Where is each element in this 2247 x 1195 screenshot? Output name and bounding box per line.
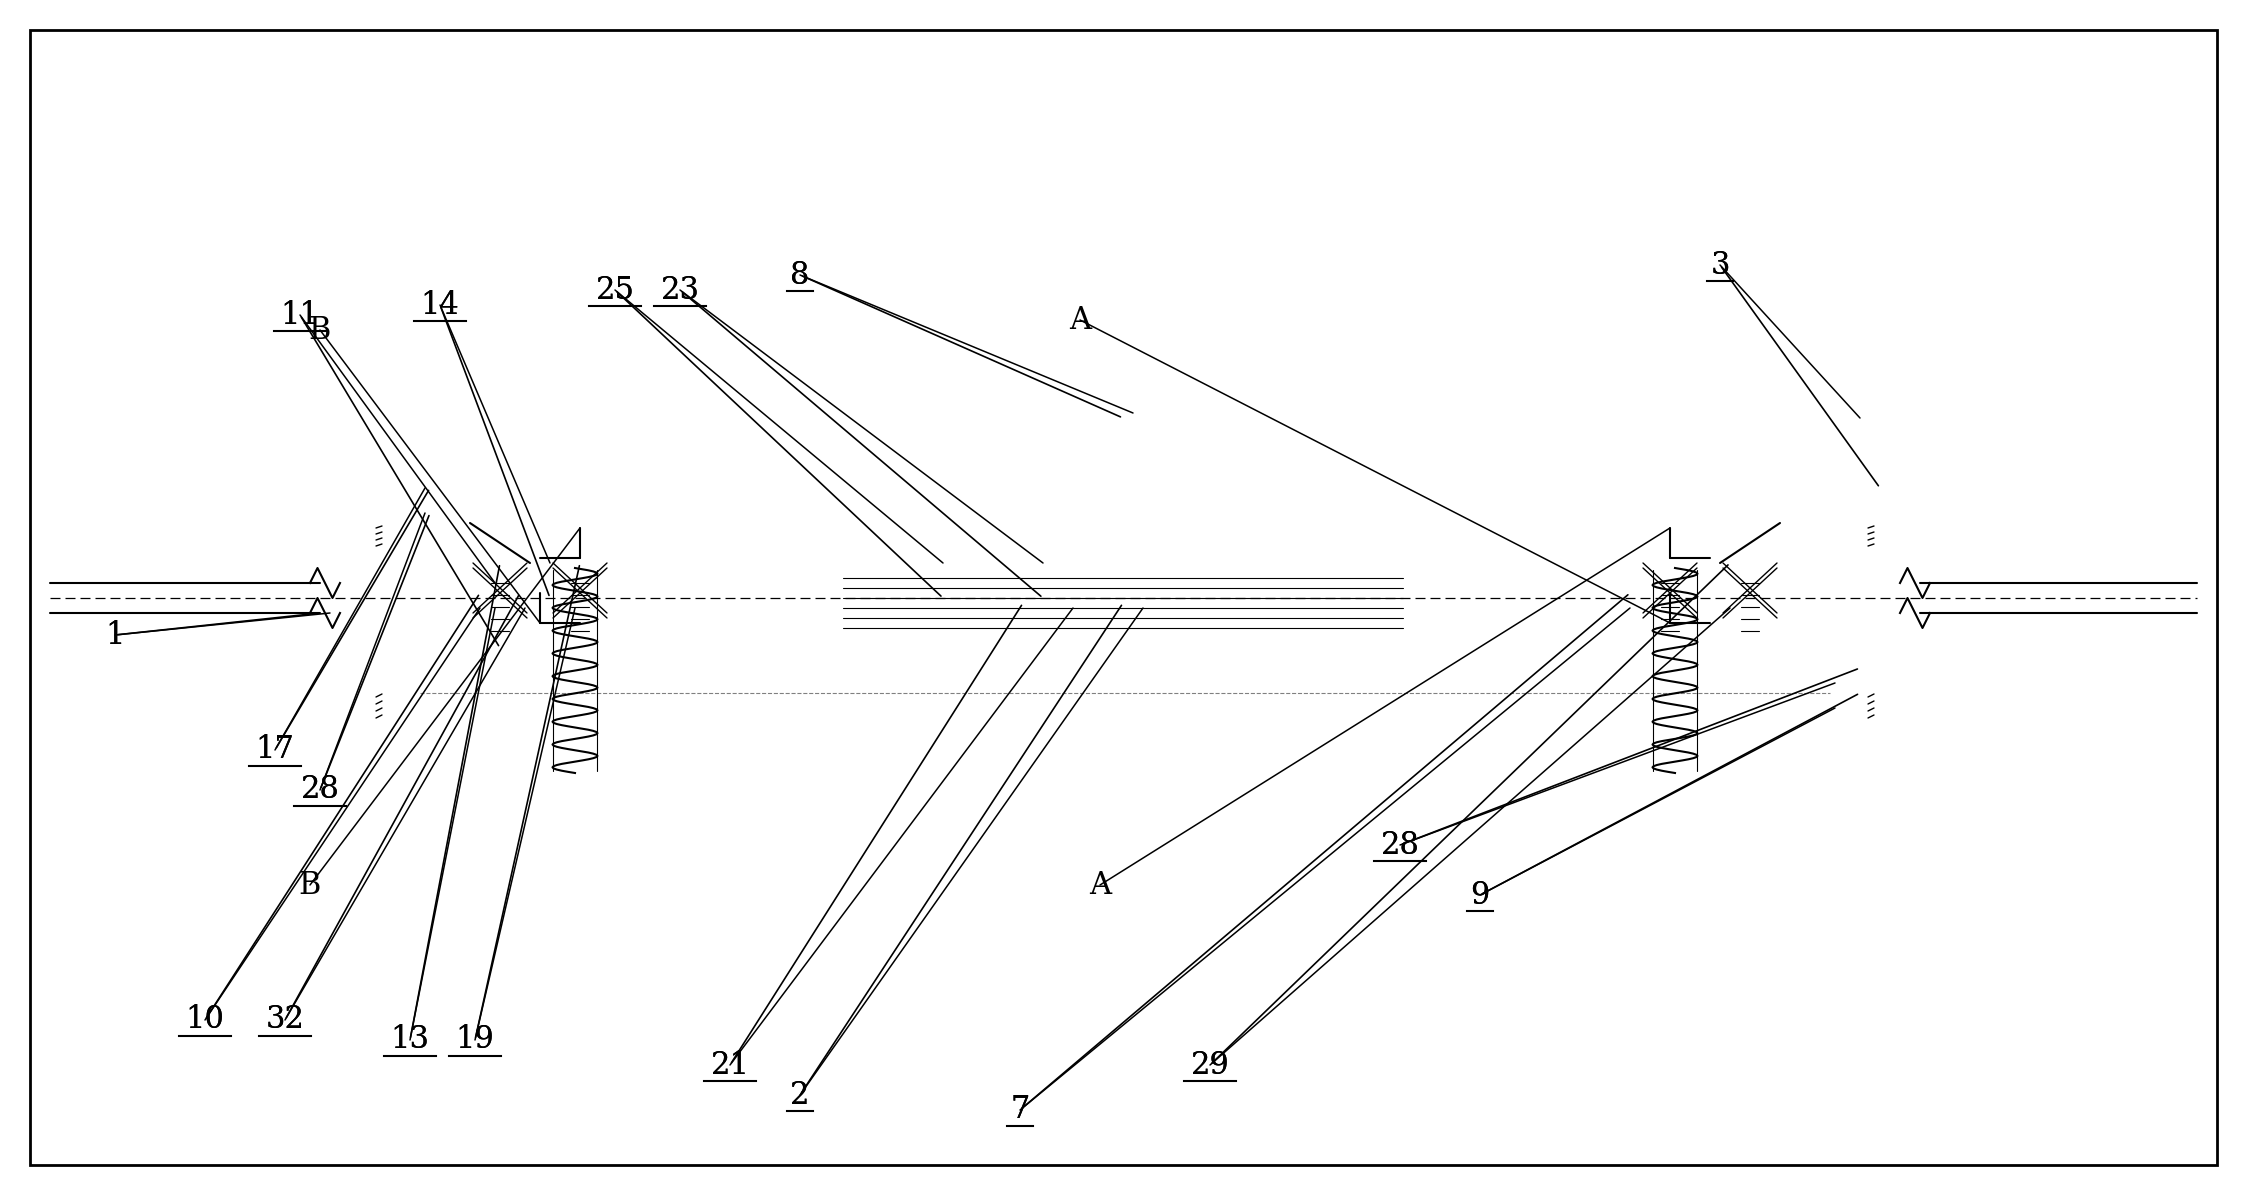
Text: 8: 8: [791, 259, 809, 290]
Text: 1: 1: [106, 619, 126, 650]
Bar: [1845, 695, 1874, 721]
Bar: [1661, 568, 1679, 658]
Text: B: B: [299, 870, 321, 901]
Text: 25: 25: [595, 275, 634, 306]
Text: 13: 13: [391, 1024, 429, 1055]
Bar: [420, 613, 1829, 773]
Text: 9: 9: [1470, 880, 1490, 911]
Bar: [420, 613, 730, 773]
Text: B: B: [308, 314, 330, 345]
Text: 14: 14: [420, 289, 458, 320]
Bar: [1741, 568, 1759, 658]
Text: 7: 7: [1011, 1095, 1029, 1126]
Bar: [1519, 613, 1829, 773]
Text: 23: 23: [661, 275, 699, 306]
Bar: [1643, 568, 1699, 618]
Text: 21: 21: [710, 1049, 750, 1080]
Text: 1: 1: [106, 619, 126, 650]
Bar: [474, 563, 528, 613]
Text: 28: 28: [301, 774, 339, 805]
Circle shape: [1629, 648, 1719, 739]
Text: 13: 13: [391, 1024, 429, 1055]
Text: 19: 19: [456, 1024, 494, 1055]
Text: 23: 23: [661, 275, 699, 306]
Text: 10: 10: [187, 1005, 225, 1036]
Bar: [492, 568, 510, 658]
Bar: [420, 407, 730, 568]
Bar: [730, 439, 1510, 538]
Circle shape: [564, 681, 586, 705]
Bar: [375, 523, 404, 549]
Text: 21: 21: [710, 1049, 750, 1080]
Circle shape: [1079, 648, 1168, 739]
Text: 2: 2: [791, 1079, 809, 1110]
Text: 8: 8: [791, 259, 809, 290]
Bar: [1643, 563, 1699, 613]
Circle shape: [530, 648, 620, 739]
Circle shape: [1110, 681, 1135, 705]
Bar: [553, 563, 609, 613]
Circle shape: [1663, 681, 1687, 705]
Bar: [1723, 563, 1777, 613]
Text: 32: 32: [265, 1005, 306, 1036]
Text: 7: 7: [1011, 1095, 1029, 1126]
Text: 32: 32: [265, 1005, 306, 1036]
Text: 9: 9: [1470, 880, 1490, 911]
Text: A: A: [1070, 305, 1092, 336]
Text: 28: 28: [1380, 829, 1420, 860]
Bar: [474, 568, 528, 618]
Text: 2: 2: [791, 1079, 809, 1110]
Bar: [1519, 407, 1829, 568]
Bar: [1845, 523, 1874, 549]
Text: 3: 3: [1710, 250, 1730, 281]
Text: 29: 29: [1191, 1049, 1229, 1080]
Bar: [553, 568, 609, 618]
Text: 17: 17: [256, 735, 294, 766]
Text: 11: 11: [281, 300, 319, 331]
Bar: [571, 568, 589, 658]
Text: 28: 28: [1380, 829, 1420, 860]
Text: 19: 19: [456, 1024, 494, 1055]
Text: 10: 10: [187, 1005, 225, 1036]
Bar: [1723, 568, 1777, 618]
Text: 17: 17: [256, 735, 294, 766]
Bar: [420, 407, 1829, 568]
Text: 29: 29: [1191, 1049, 1229, 1080]
Bar: [730, 643, 1510, 743]
Text: 3: 3: [1710, 250, 1730, 281]
Text: 11: 11: [281, 300, 319, 331]
Text: A: A: [1090, 870, 1110, 901]
Text: 25: 25: [595, 275, 634, 306]
Text: 28: 28: [301, 774, 339, 805]
Bar: [375, 695, 404, 721]
Text: 14: 14: [420, 289, 458, 320]
